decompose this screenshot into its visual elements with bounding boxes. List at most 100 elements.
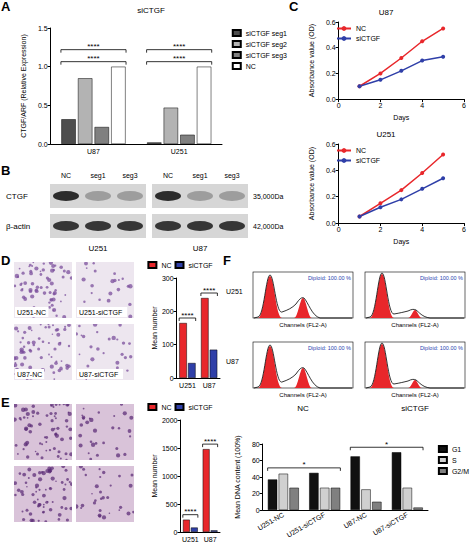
svg-text:NC: NC (161, 262, 171, 269)
svg-text:U251-siCTGF: U251-siCTGF (79, 309, 122, 316)
svg-text:0: 0 (174, 529, 178, 536)
svg-text:S: S (452, 457, 457, 464)
svg-text:Absorbance value (OD): Absorbance value (OD) (308, 24, 316, 97)
svg-text:seg3: seg3 (122, 172, 137, 180)
svg-text:U251-siCTGF: U251-siCTGF (286, 511, 327, 539)
svg-text:****: **** (181, 311, 193, 320)
svg-text:Mean DNA content (100%): Mean DNA content (100%) (234, 435, 242, 518)
svg-text:*: * (385, 440, 388, 449)
svg-text:NC: NC (356, 25, 366, 32)
svg-text:****: **** (173, 42, 185, 51)
svg-text:seg3: seg3 (224, 172, 239, 180)
svg-text:0.6: 0.6 (326, 19, 336, 26)
svg-text:0.6: 0.6 (326, 141, 336, 148)
svg-text:0.4: 0.4 (326, 44, 336, 51)
svg-text:NC: NC (356, 147, 366, 154)
svg-text:300: 300 (162, 275, 174, 282)
svg-text:Channels (FL2-A): Channels (FL2-A) (391, 392, 438, 398)
svg-text:Channels (FL2-A): Channels (FL2-A) (279, 322, 326, 328)
svg-text:2: 2 (378, 102, 382, 109)
svg-text:0: 0 (170, 375, 174, 382)
svg-text:4: 4 (420, 226, 424, 233)
svg-text:siCTGF: siCTGF (356, 157, 380, 164)
svg-text:U87: U87 (203, 382, 216, 389)
svg-text:U87: U87 (87, 148, 100, 155)
svg-text:500: 500 (166, 501, 178, 508)
svg-text:siCTGF seg3: siCTGF seg3 (246, 52, 287, 60)
svg-text:60: 60 (252, 457, 260, 464)
svg-text:6: 6 (462, 102, 466, 109)
svg-text:CTGF: CTGF (6, 192, 28, 201)
svg-text:NC: NC (61, 172, 71, 179)
svg-text:G2/M: G2/M (452, 468, 469, 475)
svg-text:200: 200 (162, 308, 174, 315)
svg-text:35,000Da: 35,000Da (253, 193, 283, 200)
svg-text:siCTGF: siCTGF (137, 6, 165, 15)
svg-text:0.0: 0.0 (326, 96, 336, 103)
svg-text:U251-NC: U251-NC (256, 511, 285, 532)
svg-text:0: 0 (337, 102, 341, 109)
svg-text:U87-NC: U87-NC (17, 371, 42, 378)
svg-text:100: 100 (162, 341, 174, 348)
svg-text:6: 6 (462, 226, 466, 233)
svg-text:U87-siCTGF: U87-siCTGF (372, 511, 409, 537)
svg-text:siCTGF: siCTGF (189, 262, 213, 269)
svg-text:0.0: 0.0 (38, 141, 48, 148)
svg-text:NC: NC (163, 172, 173, 179)
svg-text:****: **** (173, 54, 185, 63)
svg-text:U251: U251 (376, 130, 396, 139)
svg-text:20: 20 (252, 490, 260, 497)
svg-text:Mean number: Mean number (151, 454, 158, 498)
svg-text:0.2: 0.2 (326, 70, 336, 77)
svg-text:Diploid: 100.00 %: Diploid: 100.00 % (420, 345, 463, 351)
svg-text:Absorbance value (OD): Absorbance value (OD) (308, 147, 316, 220)
svg-text:0.0: 0.0 (326, 220, 336, 227)
svg-text:0: 0 (337, 226, 341, 233)
svg-text:Days: Days (393, 238, 409, 246)
svg-text:CTGF/ARF (Relative Expression): CTGF/ARF (Relative Expression) (20, 34, 28, 137)
svg-text:U87-siCTGF: U87-siCTGF (79, 371, 118, 378)
svg-text:U87: U87 (379, 8, 394, 17)
svg-text:2000: 2000 (162, 417, 178, 424)
svg-text:80: 80 (252, 441, 260, 448)
svg-text:Days: Days (393, 114, 409, 122)
svg-text:Diploid: 100.00 %: Diploid: 100.00 % (308, 345, 351, 351)
svg-text:****: **** (204, 437, 216, 446)
svg-text:NC: NC (246, 63, 256, 70)
svg-text:0: 0 (256, 507, 260, 514)
svg-text:siCTGF seg1: siCTGF seg1 (246, 30, 287, 38)
svg-text:4: 4 (420, 102, 424, 109)
svg-text:β-actin: β-actin (6, 222, 30, 231)
svg-text:U251: U251 (171, 148, 188, 155)
svg-text:****: **** (184, 507, 196, 516)
svg-text:****: **** (203, 286, 215, 295)
svg-text:1.5: 1.5 (38, 25, 48, 32)
svg-text:0.5: 0.5 (38, 102, 48, 109)
svg-text:NC: NC (161, 404, 171, 411)
svg-text:Mean number: Mean number (151, 306, 158, 350)
svg-text:siCTGF seg2: siCTGF seg2 (246, 41, 287, 49)
svg-text:U87: U87 (193, 244, 208, 253)
svg-text:*: * (302, 460, 305, 469)
svg-text:2: 2 (378, 226, 382, 233)
svg-text:seg1: seg1 (90, 172, 105, 180)
svg-text:40: 40 (252, 474, 260, 481)
svg-text:U87: U87 (204, 536, 217, 543)
svg-text:****: **** (87, 54, 99, 63)
svg-text:U251: U251 (182, 536, 199, 543)
svg-text:G1: G1 (452, 446, 461, 453)
svg-text:U87-NC: U87-NC (342, 511, 367, 530)
svg-text:1000: 1000 (162, 473, 178, 480)
svg-text:****: **** (87, 42, 99, 51)
svg-text:siCTGF: siCTGF (356, 35, 380, 42)
svg-text:siCTGF: siCTGF (189, 404, 213, 411)
svg-text:Diploid: 100.00 %: Diploid: 100.00 % (308, 275, 351, 281)
svg-text:1500: 1500 (162, 445, 178, 452)
svg-text:0.2: 0.2 (326, 193, 336, 200)
svg-text:U251-NC: U251-NC (17, 309, 46, 316)
svg-text:Diploid: 100.00 %: Diploid: 100.00 % (420, 275, 463, 281)
svg-text:0.4: 0.4 (326, 167, 336, 174)
svg-text:U251: U251 (88, 244, 108, 253)
svg-text:42,000Da: 42,000Da (253, 223, 283, 230)
svg-text:seg1: seg1 (192, 172, 207, 180)
